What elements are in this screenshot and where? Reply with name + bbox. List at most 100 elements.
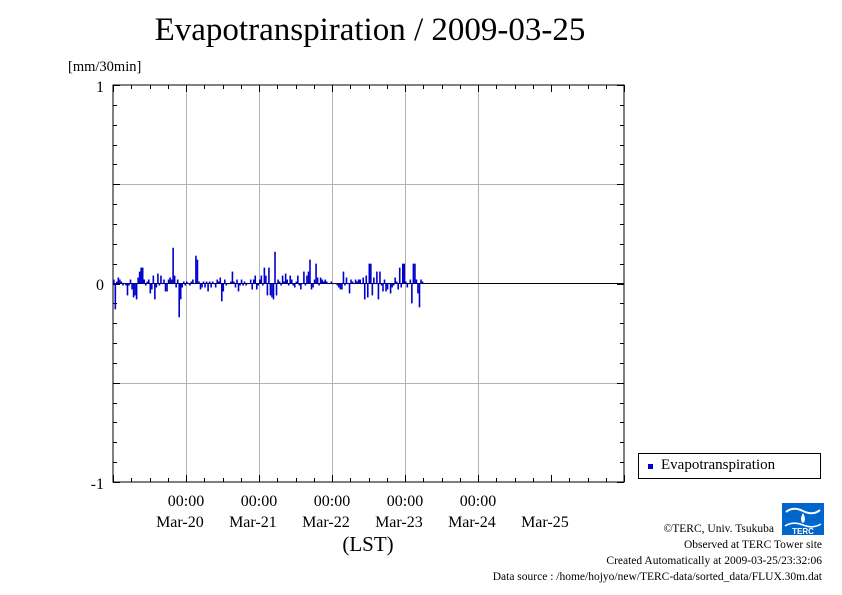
data-bar bbox=[386, 283, 389, 290]
data-bar bbox=[335, 283, 337, 285]
data-bar bbox=[119, 279, 121, 284]
data-bar bbox=[113, 279, 115, 284]
x-tick-time-label: 00:00 bbox=[387, 493, 423, 510]
data-bar bbox=[283, 281, 285, 284]
legend-swatch bbox=[648, 464, 653, 469]
data-bar bbox=[327, 283, 330, 285]
data-bar bbox=[400, 283, 403, 288]
data-bar bbox=[391, 283, 393, 288]
data-bar bbox=[333, 283, 336, 285]
data-bar bbox=[205, 281, 208, 284]
data-bar bbox=[376, 271, 378, 284]
data-bar bbox=[262, 283, 264, 286]
data-bar bbox=[134, 283, 136, 296]
data-bar bbox=[357, 279, 360, 284]
data-bar bbox=[211, 281, 214, 284]
data-bar bbox=[420, 279, 422, 284]
data-bar bbox=[360, 283, 363, 285]
credits-block: ©TERC, Univ. Tsukuba Observed at TERC To… bbox=[493, 521, 822, 585]
data-bar bbox=[353, 283, 355, 285]
data-bar bbox=[181, 283, 184, 288]
data-bar bbox=[230, 281, 232, 284]
data-bar bbox=[275, 283, 278, 296]
data-bar bbox=[347, 283, 349, 285]
data-bar bbox=[415, 279, 418, 284]
data-bar bbox=[166, 283, 168, 292]
data-bar bbox=[383, 279, 386, 284]
data-bar bbox=[414, 263, 416, 284]
data-bar bbox=[287, 283, 290, 286]
data-bar bbox=[128, 283, 130, 286]
x-tick-time-label: 00:00 bbox=[460, 493, 496, 510]
data-bar bbox=[409, 279, 412, 284]
x-tick-date-label: Mar-21 bbox=[229, 514, 277, 531]
data-bar bbox=[129, 279, 132, 284]
series-bars bbox=[113, 247, 424, 318]
data-bar bbox=[344, 283, 346, 286]
data-bar bbox=[417, 283, 419, 294]
data-bar bbox=[322, 281, 325, 284]
data-bar bbox=[377, 283, 380, 300]
data-bar bbox=[408, 283, 410, 285]
data-bar bbox=[114, 283, 117, 310]
data-bar bbox=[271, 283, 273, 298]
data-bar bbox=[182, 281, 185, 284]
data-bar bbox=[304, 283, 307, 286]
data-bar bbox=[240, 279, 243, 284]
data-bar bbox=[362, 277, 365, 284]
data-bar bbox=[324, 279, 326, 284]
data-bar bbox=[300, 283, 302, 290]
data-bar bbox=[231, 271, 234, 284]
data-bar bbox=[345, 277, 348, 284]
data-bar bbox=[266, 283, 269, 296]
data-bar bbox=[227, 283, 229, 285]
data-bar bbox=[269, 283, 272, 296]
data-bar bbox=[163, 279, 165, 284]
data-bar bbox=[371, 283, 374, 296]
data-bar bbox=[138, 271, 141, 284]
data-bar bbox=[280, 283, 282, 286]
data-bar bbox=[147, 279, 150, 284]
data-bar bbox=[274, 251, 276, 284]
data-bar bbox=[389, 283, 392, 294]
data-bar bbox=[219, 277, 222, 284]
data-bar bbox=[388, 283, 390, 285]
data-bar bbox=[341, 283, 343, 290]
data-bar bbox=[186, 281, 188, 284]
data-bar bbox=[193, 283, 196, 285]
data-bar bbox=[158, 283, 161, 286]
data-bar bbox=[123, 283, 126, 285]
data-bar bbox=[252, 279, 255, 284]
data-bar bbox=[236, 279, 238, 284]
data-bar bbox=[359, 279, 361, 284]
data-bar bbox=[363, 283, 366, 300]
data-bar bbox=[298, 283, 301, 286]
data-bar bbox=[234, 283, 237, 288]
data-bar bbox=[418, 283, 421, 308]
data-bar bbox=[155, 283, 158, 288]
data-bar bbox=[190, 281, 193, 284]
data-bar bbox=[277, 279, 279, 284]
data-bar bbox=[315, 263, 317, 284]
data-bar bbox=[286, 279, 288, 284]
data-bar bbox=[199, 283, 202, 290]
data-bar bbox=[184, 283, 187, 286]
data-bar bbox=[251, 283, 253, 290]
data-bar bbox=[398, 267, 401, 284]
data-bar bbox=[403, 263, 406, 284]
data-bar bbox=[295, 281, 298, 284]
data-bar bbox=[297, 275, 299, 284]
x-axis-label: (LST) bbox=[342, 532, 393, 556]
data-bar bbox=[370, 263, 372, 284]
data-bar bbox=[307, 271, 310, 284]
data-bar bbox=[172, 247, 174, 284]
data-bar bbox=[405, 281, 407, 284]
terc-logo: TERC bbox=[782, 503, 824, 535]
data-bar bbox=[411, 283, 413, 304]
data-bar bbox=[146, 281, 149, 284]
data-bar bbox=[116, 281, 118, 284]
data-bar bbox=[374, 283, 377, 285]
data-bar bbox=[202, 281, 205, 284]
data-bar bbox=[144, 283, 147, 286]
